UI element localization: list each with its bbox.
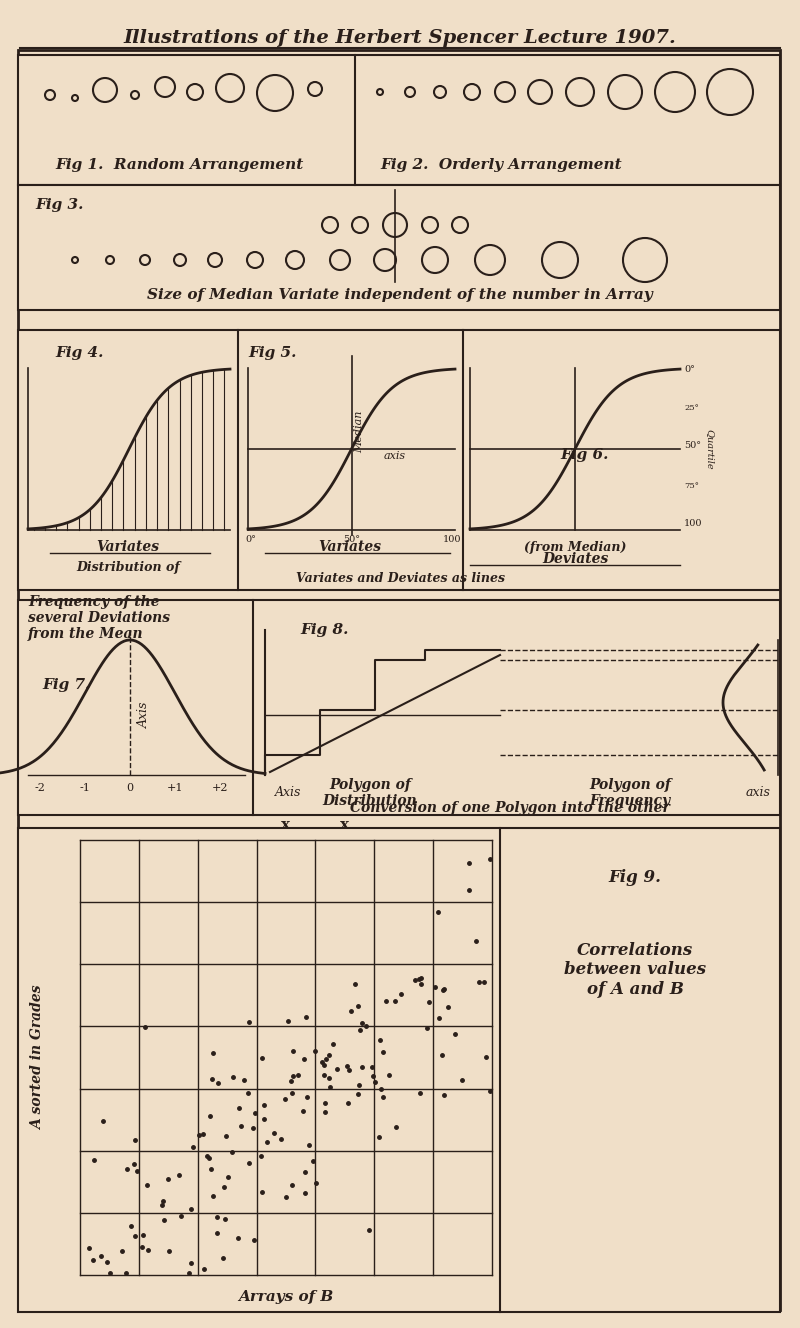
Bar <box>18 329 780 590</box>
Text: -1: -1 <box>79 784 90 793</box>
Text: Polygon of
Distribution: Polygon of Distribution <box>322 778 418 809</box>
Text: Fig 5.: Fig 5. <box>248 347 296 360</box>
Text: 75°: 75° <box>684 482 699 490</box>
Text: Distribution of: Distribution of <box>76 562 180 575</box>
Bar <box>18 54 780 185</box>
Text: Variates: Variates <box>318 540 382 554</box>
Text: axis: axis <box>383 452 406 461</box>
Text: Deviates: Deviates <box>542 552 608 566</box>
Text: Variates: Variates <box>97 540 159 554</box>
Text: 0°: 0° <box>684 365 695 374</box>
Text: Conversion of one Polygon into the other: Conversion of one Polygon into the other <box>350 801 670 815</box>
Text: 0°: 0° <box>246 535 257 544</box>
Bar <box>18 185 780 309</box>
Text: Axis: Axis <box>275 786 302 799</box>
Text: Fig 1.  Random Arrangement: Fig 1. Random Arrangement <box>55 158 303 173</box>
Text: Arrays of B: Arrays of B <box>238 1289 334 1304</box>
Text: x: x <box>340 818 350 833</box>
Text: 50°: 50° <box>684 441 701 450</box>
Text: 50°: 50° <box>343 535 360 544</box>
Text: +1: +1 <box>166 784 183 793</box>
Text: x: x <box>282 818 290 833</box>
Text: Axis: Axis <box>138 701 151 728</box>
Text: Size of Median Variate independent of the number in Array: Size of Median Variate independent of th… <box>147 288 653 301</box>
Bar <box>18 827 780 1312</box>
Text: (from Median): (from Median) <box>524 540 626 554</box>
Text: Fig 9.: Fig 9. <box>609 870 662 887</box>
Bar <box>18 600 780 815</box>
Text: Fig 6.: Fig 6. <box>560 448 608 462</box>
Text: Illustrations of the Herbert Spencer Lecture 1907.: Illustrations of the Herbert Spencer Lec… <box>124 29 676 46</box>
Text: 100: 100 <box>684 519 702 529</box>
Text: Variates and Deviates as lines: Variates and Deviates as lines <box>295 571 505 584</box>
Text: Median: Median <box>354 410 365 453</box>
Text: 0: 0 <box>126 784 134 793</box>
Text: Quartile: Quartile <box>706 429 714 469</box>
Text: Fig 3.: Fig 3. <box>35 198 83 212</box>
Text: Polygon of
Frequency: Polygon of Frequency <box>589 778 671 809</box>
Text: axis: axis <box>745 786 770 799</box>
Text: -2: -2 <box>34 784 46 793</box>
Text: Frequency of the
several Deviations
from the Mean: Frequency of the several Deviations from… <box>28 595 170 641</box>
Text: Fig 8.: Fig 8. <box>300 623 348 637</box>
Text: Fig 7.: Fig 7. <box>42 679 90 692</box>
Text: Fig 2.  Orderly Arrangement: Fig 2. Orderly Arrangement <box>380 158 622 173</box>
Text: Correlations
between values
of A and B: Correlations between values of A and B <box>564 942 706 999</box>
Text: +2: +2 <box>212 784 228 793</box>
Text: 100: 100 <box>442 535 462 544</box>
Text: Fig 4.: Fig 4. <box>55 347 103 360</box>
Text: A sorted in Grades: A sorted in Grades <box>31 985 45 1130</box>
Text: 25°: 25° <box>684 404 698 412</box>
